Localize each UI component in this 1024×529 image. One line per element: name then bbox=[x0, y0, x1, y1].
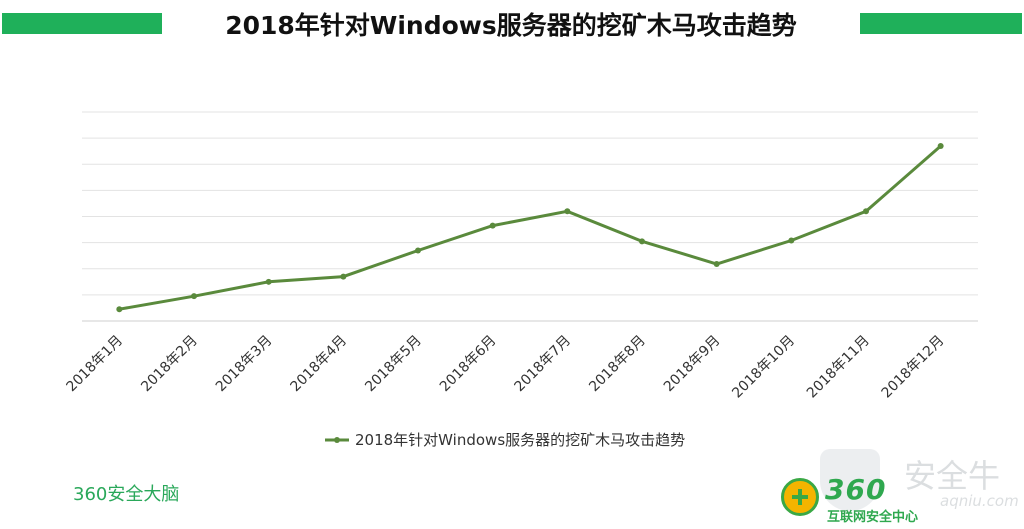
brand-label: 360安全大脑 bbox=[73, 484, 180, 505]
legend-label: 2018年针对Windows服务器的挖矿木马攻击趋势 bbox=[355, 431, 685, 449]
data-point bbox=[863, 208, 869, 215]
logo-subtitle: 互联网安全中心 bbox=[827, 510, 919, 525]
legend: 2018年针对Windows服务器的挖矿木马攻击趋势 bbox=[325, 431, 685, 449]
series-points bbox=[116, 142, 944, 313]
x-tick-label: 2018年3月 bbox=[213, 333, 276, 396]
x-tick-label: 2018年12月 bbox=[879, 333, 948, 402]
grid-lines bbox=[82, 111, 978, 322]
header-accent-bar-right bbox=[860, 13, 1022, 34]
x-tick-label: 2018年4月 bbox=[288, 333, 351, 396]
data-point bbox=[415, 247, 421, 254]
legend-swatch-marker bbox=[334, 437, 340, 443]
watermark: 安全牛 aqniu.com bbox=[820, 445, 1020, 525]
data-point bbox=[116, 306, 123, 313]
page-title: 2018年针对Windows服务器的挖矿木马攻击趋势 bbox=[225, 11, 797, 40]
cross-icon bbox=[792, 489, 808, 505]
line-chart: 2018年1月 2018年2月 2018年3月 2018年4月 2018年5月 2018年… bbox=[64, 111, 978, 449]
data-point bbox=[340, 273, 347, 280]
data-point bbox=[564, 208, 571, 215]
data-point bbox=[639, 238, 645, 245]
data-point bbox=[265, 278, 272, 285]
x-tick-label: 2018年10月 bbox=[729, 333, 798, 402]
series-line bbox=[119, 144, 942, 311]
header-accent-bar-left bbox=[2, 13, 162, 34]
data-point bbox=[713, 261, 720, 268]
x-tick-label: 2018年11月 bbox=[804, 333, 873, 402]
data-point bbox=[937, 142, 944, 149]
logo-360: 360 互联网安全中心 bbox=[775, 470, 1024, 526]
x-tick-label: 2018年9月 bbox=[661, 333, 724, 396]
data-point bbox=[788, 237, 795, 244]
x-tick-label: 2018年2月 bbox=[138, 333, 201, 396]
x-tick-label: 2018年5月 bbox=[362, 333, 425, 396]
x-tick-label: 2018年1月 bbox=[64, 333, 127, 396]
data-point bbox=[191, 293, 197, 300]
watermark-url: aqniu.com bbox=[940, 492, 1019, 510]
shield-icon bbox=[820, 449, 880, 511]
x-tick-label: 2018年8月 bbox=[586, 333, 649, 396]
data-point bbox=[489, 222, 496, 229]
x-tick-label: 2018年6月 bbox=[437, 333, 500, 396]
x-tick-label: 2018年7月 bbox=[512, 333, 575, 396]
x-axis-labels: 2018年1月 2018年2月 2018年3月 2018年4月 2018年5月 2018年… bbox=[64, 333, 948, 402]
logo-number: 360 bbox=[825, 473, 887, 506]
watermark-text: 安全牛 bbox=[904, 457, 1001, 495]
